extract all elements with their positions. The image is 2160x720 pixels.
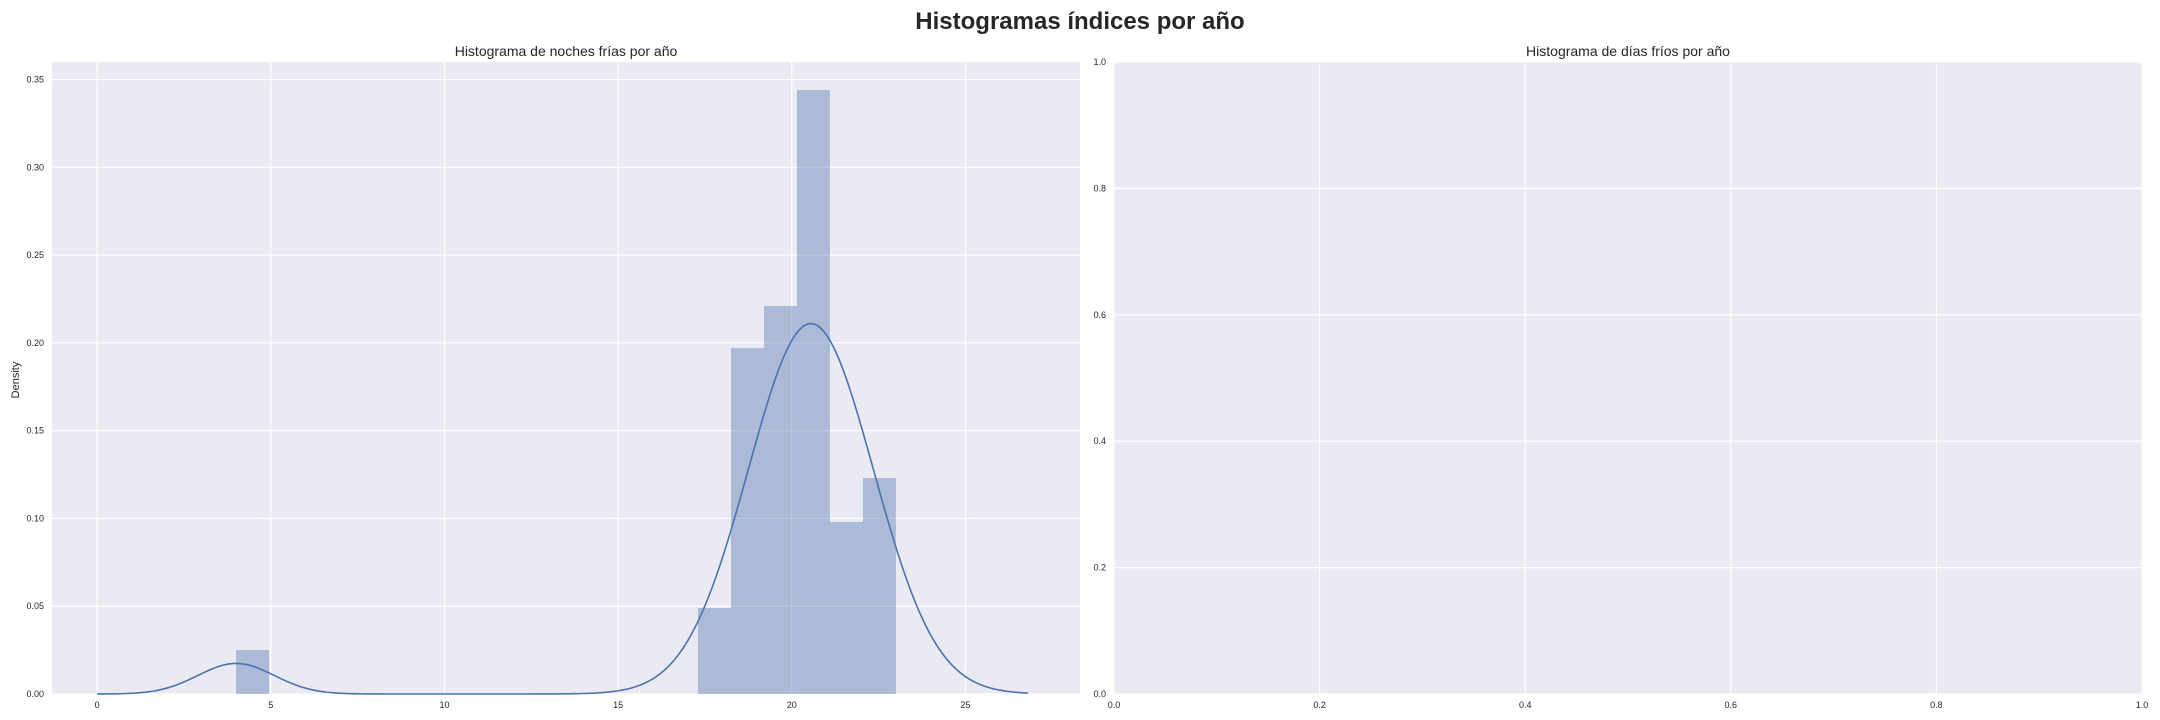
x-tick-label: 15 [613, 700, 623, 710]
histogram-bar-4 [763, 306, 797, 694]
plot-area-background [1114, 62, 2142, 694]
y-tick-label: 0.2 [1093, 563, 1106, 573]
x-tick-label: 20 [787, 700, 797, 710]
y-tick-label: 0.4 [1093, 436, 1106, 446]
x-tick-label: 0.6 [1725, 700, 1738, 710]
plot-area-background [52, 62, 1080, 694]
y-tick-label: 0.25 [26, 250, 44, 260]
chart-panel-1: 0 5 10 15 20 25 0.00 0.05 0.10 0.15 0.20 0.25 0.30 0.… [26, 43, 1080, 710]
y-tick-label: 0.35 [26, 75, 44, 85]
y-tick-label: 0.15 [26, 426, 44, 436]
y-tick-label: 0.6 [1093, 310, 1106, 320]
histogram-bar-3 [730, 348, 764, 694]
x-tick-label: 0.8 [1930, 700, 1943, 710]
y-tick-label: 0.00 [26, 689, 44, 699]
y-tick-label: 0.20 [26, 338, 44, 348]
chart-title: Histograma de noches frías por año [455, 43, 678, 59]
histogram-bar-1 [236, 650, 270, 694]
histogram-bar-2 [697, 607, 731, 694]
x-tick-label: 5 [268, 700, 273, 710]
y-tick-label: 0.0 [1093, 689, 1106, 699]
histogram-bar-5 [796, 90, 830, 695]
x-tick-label: 25 [960, 700, 970, 710]
kde-density-line [97, 322, 1028, 695]
y-tick-label: 0.30 [26, 162, 44, 172]
x-tick-label: 0.4 [1519, 700, 1532, 710]
x-tick-label: 10 [439, 700, 449, 710]
x-tick-label: 1.0 [2136, 700, 2149, 710]
y-tick-label: 0.8 [1093, 183, 1106, 193]
figure-suptitle: Histogramas índices por año [915, 8, 1245, 35]
histogram-bar-6 [829, 521, 863, 694]
y-tick-label: 0.10 [26, 513, 44, 523]
chart-panel-2: 0.0 0.2 0.4 0.6 0.8 1.0 0.0 0.2 0.4 0.6 0.8 1.0 Hist… [1093, 43, 2148, 710]
x-tick-label: 0.0 [1108, 700, 1121, 710]
x-tick-label: 0 [95, 700, 100, 710]
chart-title: Histograma de días fríos por año [1526, 43, 1730, 59]
y-tick-label: 1.0 [1093, 57, 1106, 67]
histogram-bar-7 [862, 478, 896, 694]
y-tick-label: 0.05 [26, 601, 44, 611]
x-tick-label: 0.2 [1313, 700, 1326, 710]
